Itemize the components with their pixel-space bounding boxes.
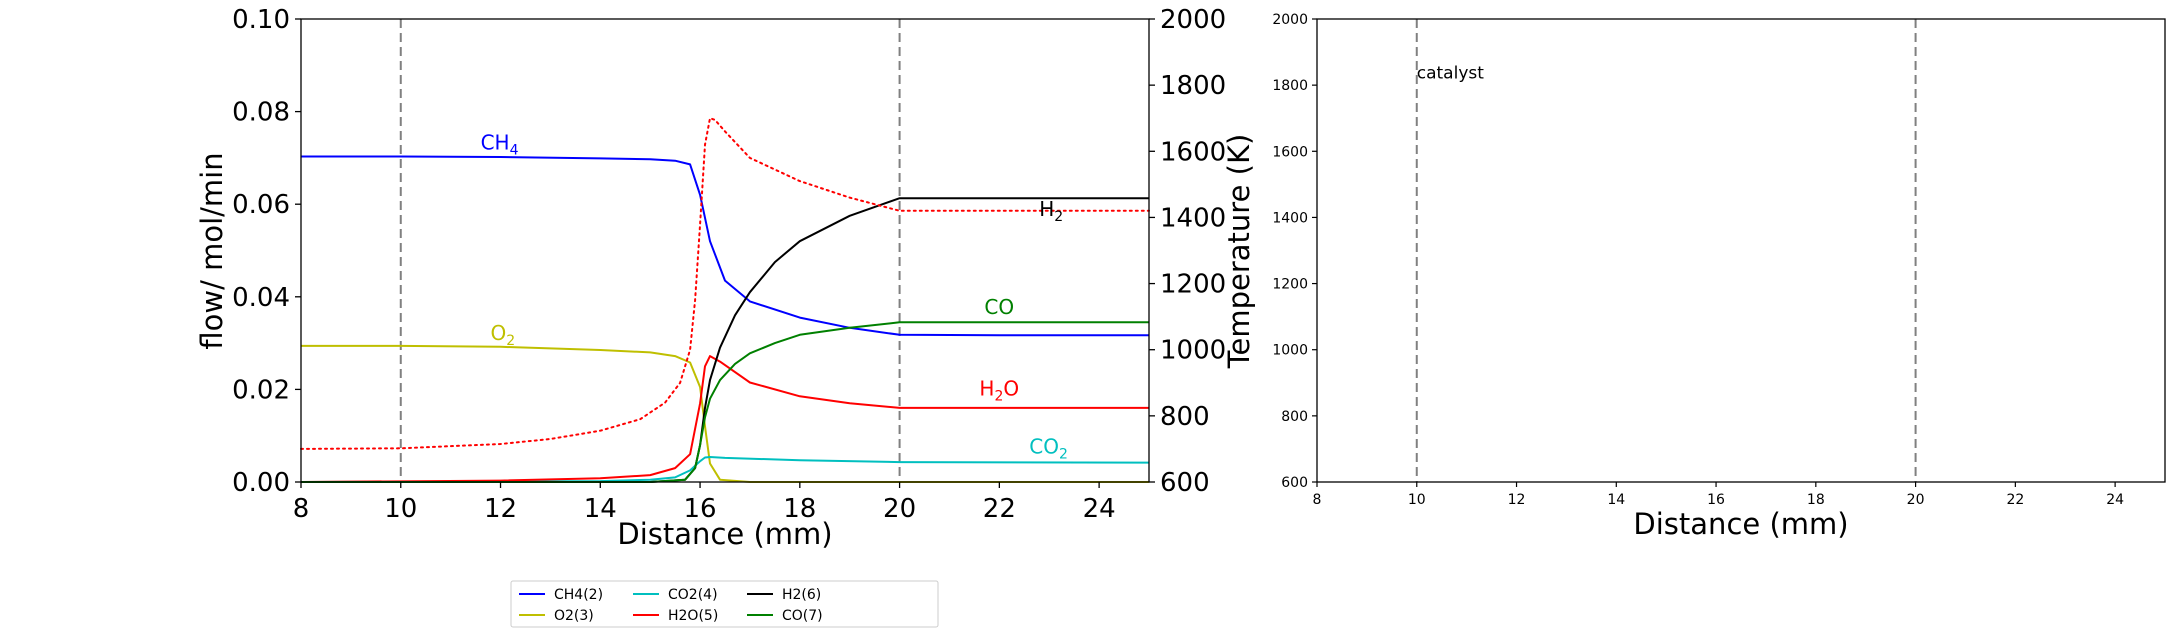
legend-label: CO2(4) [668, 587, 718, 603]
left-x-tick-label: 22 [983, 494, 1016, 524]
legend: CH4(2) O2(3) CO2(4) H2O(5) H2(6) CO(7) [510, 580, 939, 628]
left-x-tick-label: 16 [684, 494, 717, 524]
right-y-tick-label: 800 [1160, 402, 1210, 432]
left-y-tick-label: 0.04 [232, 283, 290, 313]
left-x-axis-label: Distance (mm) [617, 517, 832, 551]
right-x-tick-label: 14 [1607, 492, 1625, 508]
left-x-ticks: 8 10 12 14 16 18 20 22 24 [293, 482, 1116, 524]
right-chart-y-tick-label: 600 [1281, 475, 1308, 491]
left-plot-frame [300, 18, 1150, 483]
left-y-tick-label: 0.10 [232, 5, 290, 35]
series-annotation: CO [984, 295, 1014, 319]
right-chart-y-tick-label: 1400 [1272, 210, 1308, 226]
right-y-tick-label: 1200 [1160, 270, 1226, 300]
left-x-tick-label: 14 [584, 494, 617, 524]
left-y-tick-label: 0.08 [232, 98, 290, 128]
left-y-tick-label: 0.06 [232, 190, 290, 220]
left-x-tick-label: 10 [384, 494, 417, 524]
right-chart-y-tick-label: 1000 [1272, 343, 1308, 359]
series-line-5 [301, 321, 1149, 483]
series-annotation: O2 [491, 321, 516, 349]
legend-label: H2(6) [782, 587, 821, 603]
legend-label: O2(3) [554, 608, 594, 624]
left-chart: 8 10 12 14 16 18 20 22 24 0.000.020.040.060.080.… [195, 5, 1256, 551]
series-temperature-line [300, 117, 1150, 450]
series-annotation: H2O [979, 376, 1019, 404]
right-chart: 8 10 12 14 16 18 20 22 24 600 800 1000 1200 1400 1600… [1272, 12, 2166, 541]
right-vlines [1415, 19, 1917, 482]
right-y-ticks: 600 800 1000 1200 1400 1600 1800 2000 [1272, 12, 1317, 491]
right-x-axis-label: Distance (mm) [1633, 507, 1848, 541]
legend-label: CO(7) [782, 608, 823, 624]
right-y-tick-label: 1600 [1160, 137, 1226, 167]
catalyst-annotation: catalyst [1417, 64, 1484, 84]
right-chart-y-tick-label: 1600 [1272, 144, 1308, 160]
right-x-tick-label: 16 [1707, 492, 1725, 508]
right-x-tick-label: 8 [1313, 492, 1322, 508]
left-y-ticks: 0.00 0.02 0.04 0.06 0.08 0.10 [232, 5, 301, 498]
left-y2-ticks: 600 800 1000 1200 1400 1600 1800 2000 [1149, 5, 1226, 498]
left-annotations: CH4 O2 H2 CO H2O CO2 [481, 131, 1068, 463]
right-chart-y-tick-label: 800 [1281, 409, 1308, 425]
left-y-tick-label: 0.00 [232, 468, 290, 498]
right-y-tick-label: 1000 [1160, 336, 1226, 366]
series-line-3 [300, 355, 1149, 483]
left-y-axis-label: flow/ mol/min [195, 152, 229, 349]
right-x-tick-label: 22 [2006, 492, 2024, 508]
series-line-4 [301, 197, 1149, 483]
right-x-tick-label: 20 [1907, 492, 1925, 508]
legend-label: CH4(2) [554, 587, 603, 603]
right-plot-frame [1316, 18, 2166, 483]
series-line-0 [301, 155, 1149, 337]
right-y-tick-label: 1800 [1160, 71, 1226, 101]
left-vlines [399, 19, 901, 482]
right-annotations: catalyst [1417, 64, 1484, 84]
left-x-tick-label: 8 [293, 494, 310, 524]
left-x-tick-label: 18 [783, 494, 816, 524]
series-annotation: CO2 [1029, 434, 1068, 462]
legend-label: H2O(5) [668, 608, 718, 624]
series-line-2 [300, 456, 1150, 483]
right-x-tick-label: 12 [1508, 492, 1526, 508]
right-y-tick-label: 2000 [1160, 5, 1226, 35]
right-chart-y-tick-label: 1800 [1272, 78, 1308, 94]
right-chart-y-tick-label: 1200 [1272, 277, 1308, 293]
left-y-tick-label: 0.02 [232, 375, 290, 405]
legend-entries: CH4(2) O2(3) CO2(4) H2O(5) H2(6) CO(7) [519, 587, 823, 624]
right-y-tick-label: 1400 [1160, 203, 1226, 233]
right-y-tick-label: 600 [1160, 468, 1210, 498]
left-series [300, 117, 1150, 483]
left-x-tick-label: 12 [484, 494, 517, 524]
series-annotation: H2 [1039, 197, 1063, 225]
right-x-tick-label: 18 [1807, 492, 1825, 508]
right-x-tick-label: 24 [2106, 492, 2124, 508]
right-chart-y-tick-label: 2000 [1272, 12, 1308, 28]
series-annotation: CH4 [481, 131, 519, 159]
left-x-tick-label: 20 [883, 494, 916, 524]
left-x-tick-label: 24 [1083, 494, 1116, 524]
right-x-ticks: 8 10 12 14 16 18 20 22 24 [1313, 482, 2124, 508]
right-y-axis-label: Temperature (K) [1222, 134, 1256, 370]
legend-frame [510, 580, 939, 628]
right-x-tick-label: 10 [1408, 492, 1426, 508]
